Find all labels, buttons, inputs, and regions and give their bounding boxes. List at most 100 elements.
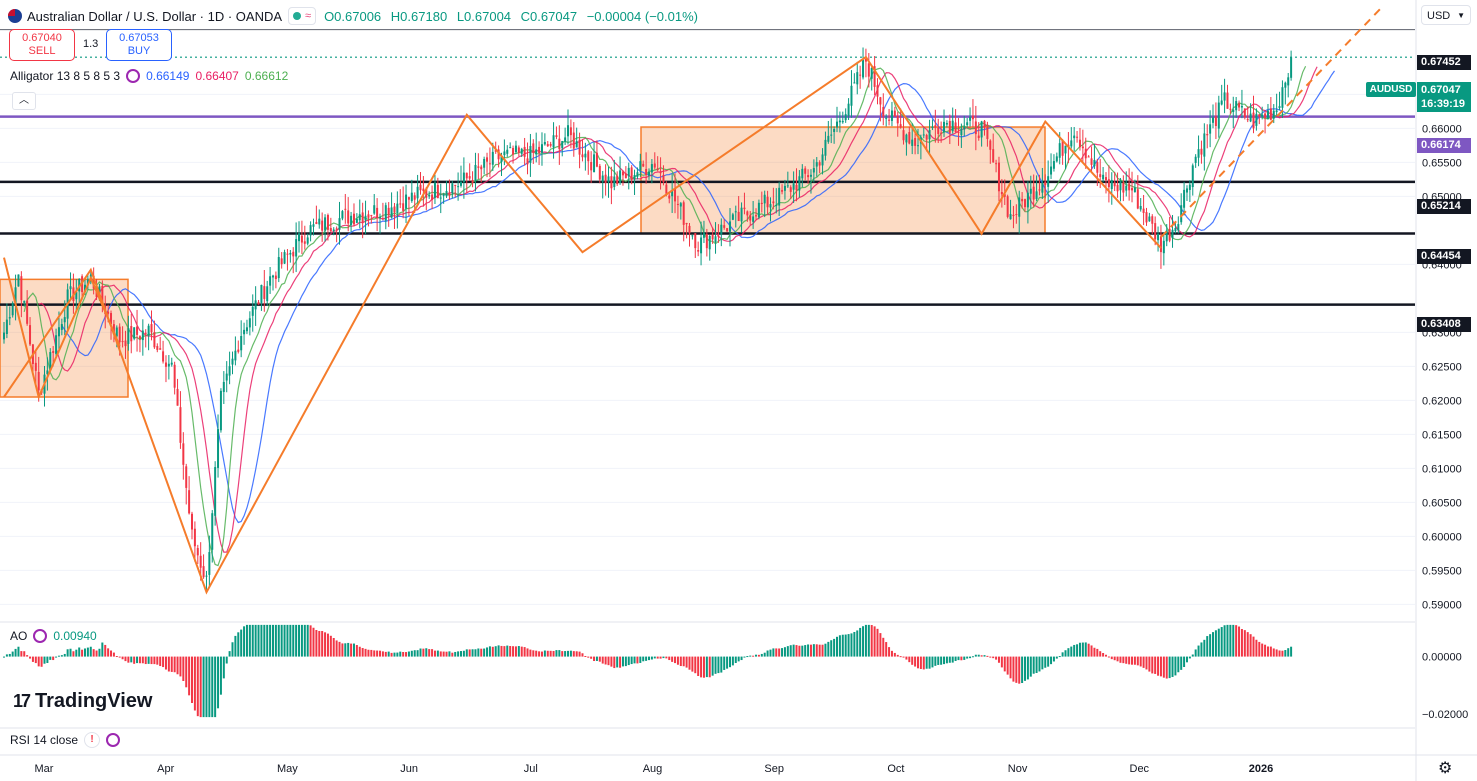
ao-bar (321, 631, 324, 657)
candle-body (916, 145, 919, 147)
ao-bar (616, 656, 619, 668)
candle-body (1177, 224, 1180, 231)
ao-bar (506, 645, 509, 657)
rsi-legend[interactable]: RSI 14 close ! (10, 732, 121, 748)
ao-bar (72, 651, 75, 657)
ao-bar (607, 656, 610, 666)
ao-bar (980, 655, 983, 657)
logo-text: TradingView (35, 690, 153, 712)
ao-bar (344, 643, 347, 657)
ao-bar (419, 648, 422, 657)
candle-body (830, 134, 833, 136)
candle-body (257, 302, 260, 305)
ao-bar (520, 646, 523, 657)
ao-bar (31, 656, 34, 662)
ao-bar (691, 656, 694, 672)
ao-bar (431, 649, 434, 657)
ao-bar (14, 648, 17, 657)
alligator-settings-icon[interactable] (126, 69, 141, 83)
candle-body (1090, 158, 1093, 165)
ao-bar (749, 655, 752, 657)
candle-body (321, 220, 324, 231)
candle-body (645, 168, 648, 175)
ao-bar (867, 624, 870, 657)
ao-bar (648, 656, 650, 661)
ao-bar (960, 656, 963, 661)
warning-icon[interactable]: ! (84, 732, 101, 748)
candle-body (523, 146, 526, 157)
ao-bar (1012, 656, 1015, 682)
candle-body (888, 119, 891, 121)
currency-selector[interactable]: USD ▼ (1421, 5, 1471, 25)
candle-body (1194, 156, 1197, 163)
candle-body (399, 203, 402, 205)
ao-bar (775, 648, 778, 657)
ao-bar (1021, 656, 1024, 684)
ao-bar (1174, 656, 1177, 676)
ao-bar (1070, 646, 1073, 657)
ao-bar (743, 656, 746, 658)
ao-bar (462, 650, 465, 657)
collapse-legend-button[interactable]: ︿ (12, 92, 36, 110)
ao-bar (873, 626, 876, 657)
candle-body (373, 205, 376, 214)
ao-bar (769, 649, 772, 657)
status-pill[interactable]: ≈ (288, 7, 317, 25)
ao-bar (170, 656, 173, 672)
candle-body (801, 168, 804, 179)
buy-button[interactable]: 0.67053 BUY (106, 29, 172, 61)
ao-bar (567, 650, 570, 657)
ao-bar (332, 638, 335, 657)
buy-label: BUY (127, 45, 151, 57)
candle-body (966, 122, 969, 126)
candle-body (1272, 110, 1275, 119)
ao-legend[interactable]: AO 0.00940 (10, 629, 97, 643)
candle-body (847, 103, 850, 117)
candle-body (786, 185, 789, 187)
ao-bar (523, 647, 526, 657)
ao-bar (491, 646, 494, 657)
ao-bar (682, 656, 685, 667)
ao-bar (159, 656, 162, 667)
candle-body (1044, 181, 1047, 186)
ao-bar (37, 656, 40, 667)
alligator-legend[interactable]: Alligator 13 8 5 8 5 3 0.66149 0.66407 0… (10, 69, 288, 83)
candle-body (954, 122, 957, 132)
candle-body (1220, 100, 1223, 105)
candle-body (899, 124, 902, 128)
ao-bar (1003, 656, 1006, 672)
ao-bar (763, 652, 766, 657)
candle-body (538, 146, 541, 154)
ao-bar (248, 624, 251, 657)
candle-body (350, 215, 353, 225)
candle-body (306, 237, 309, 244)
ao-bar (581, 653, 584, 657)
candle-body (289, 253, 292, 255)
candle-body (1133, 187, 1136, 193)
candle-body (1255, 113, 1258, 126)
ao-bar (659, 656, 662, 659)
time-tick-label: Nov (1008, 763, 1028, 775)
ao-bar (459, 651, 462, 657)
rsi-settings-icon[interactable] (106, 733, 121, 747)
ao-bar (674, 656, 677, 664)
sell-button[interactable]: 0.67040 SELL (9, 29, 75, 61)
ao-bar (390, 652, 393, 657)
ao-bar (561, 651, 564, 657)
candle-body (457, 186, 460, 188)
ao-bar (564, 651, 567, 657)
ao-bar (477, 648, 480, 657)
candle-body (57, 327, 60, 337)
ao-settings-icon[interactable] (33, 629, 48, 643)
candle-body (1151, 216, 1154, 224)
gear-icon[interactable]: ⚙ (1438, 760, 1453, 777)
candle-body (890, 110, 893, 121)
ao-bar (760, 653, 763, 657)
ao-bar (569, 650, 572, 657)
candle-body (407, 197, 410, 200)
candle-body (931, 126, 934, 129)
candle-body (286, 253, 289, 255)
ao-bar (676, 656, 679, 665)
ao-bar (173, 656, 176, 673)
